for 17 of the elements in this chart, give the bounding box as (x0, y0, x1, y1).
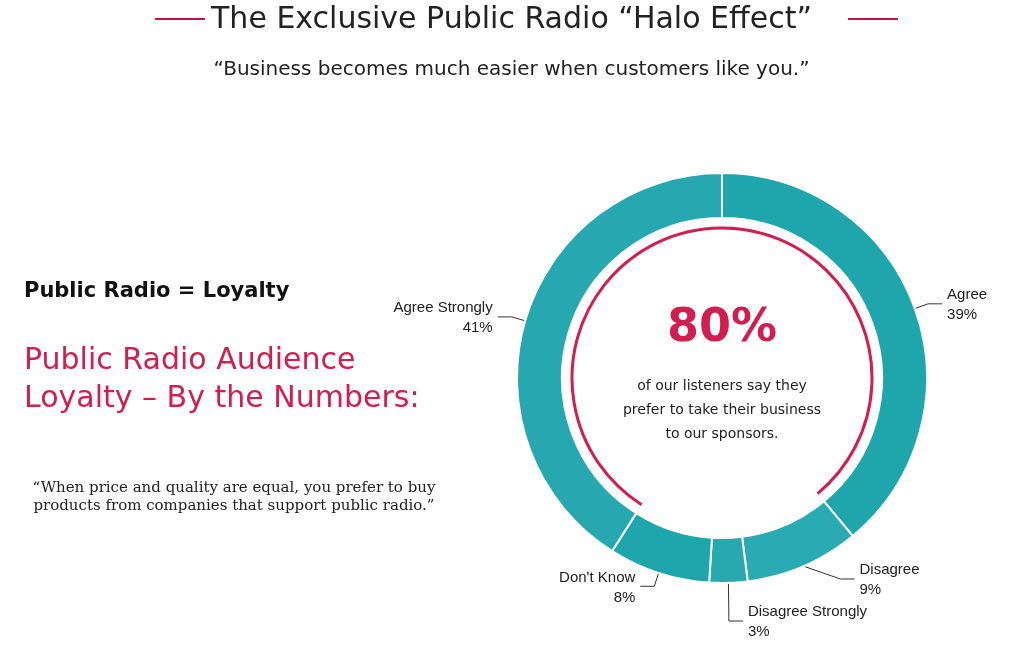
text: Public Radio Audience Loyalty – By the Numbers: (24, 340, 421, 415)
text: 80% (665, 298, 779, 352)
data-label: 3% (747, 622, 770, 640)
data-label: 9% (859, 580, 882, 598)
slice-label: Disagree Strongly (747, 602, 868, 620)
text: of our listeners say they prefer to take their business to our sponsors. (622, 376, 822, 443)
slice-label: Disagree (859, 560, 920, 578)
data-label: 8% (613, 587, 636, 605)
slice-label: Agree (947, 285, 988, 303)
chart-title: The Exclusive Public Radio “Halo Effect” (210, 0, 813, 35)
slice-label: Agree Strongly (393, 298, 494, 316)
text: “When price and quality are equal, you prefer to buy products from companies that support public radio.” (31, 478, 437, 514)
data-label: 39% (947, 305, 978, 323)
data-label: 41% (462, 318, 493, 336)
slice-label: Don't Know (559, 567, 636, 585)
chart-subtitle: “Business becomes much easier when customers like you.” (212, 56, 811, 80)
text: Public Radio = Loyalty (24, 278, 290, 302)
